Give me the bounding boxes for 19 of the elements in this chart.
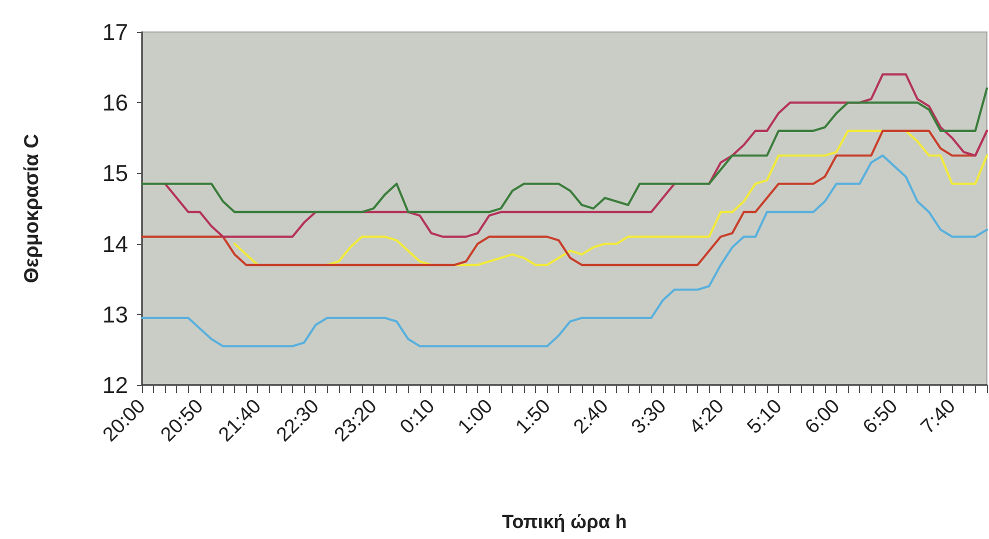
y-tick-label: 13 bbox=[102, 301, 128, 328]
x-tick-label: 6:00 bbox=[801, 395, 844, 438]
x-tick-label: 1:00 bbox=[454, 395, 497, 438]
x-tick-label: 0:10 bbox=[396, 395, 440, 438]
x-tick-label: 6:50 bbox=[859, 395, 902, 438]
y-tick-label: 15 bbox=[102, 160, 128, 186]
y-tick-label: 14 bbox=[102, 230, 128, 257]
x-tick-label: 3:30 bbox=[628, 395, 671, 438]
x-tick-label: 5:10 bbox=[743, 395, 786, 438]
y-tick-label: 16 bbox=[102, 90, 128, 116]
line-series bbox=[140, 154, 988, 348]
y-tick-label: 17 bbox=[102, 19, 128, 45]
y-tick-label: 12 bbox=[102, 372, 128, 398]
x-tick-label: 7:40 bbox=[916, 395, 960, 438]
x-tick-label: 4:20 bbox=[685, 395, 728, 438]
x-axis-title: Τοπική ώρα h bbox=[502, 512, 627, 533]
y-axis-title: Θερμοκρασία C bbox=[21, 134, 43, 284]
x-tick-label: 1:50 bbox=[512, 395, 555, 438]
line-series bbox=[140, 87, 988, 214]
